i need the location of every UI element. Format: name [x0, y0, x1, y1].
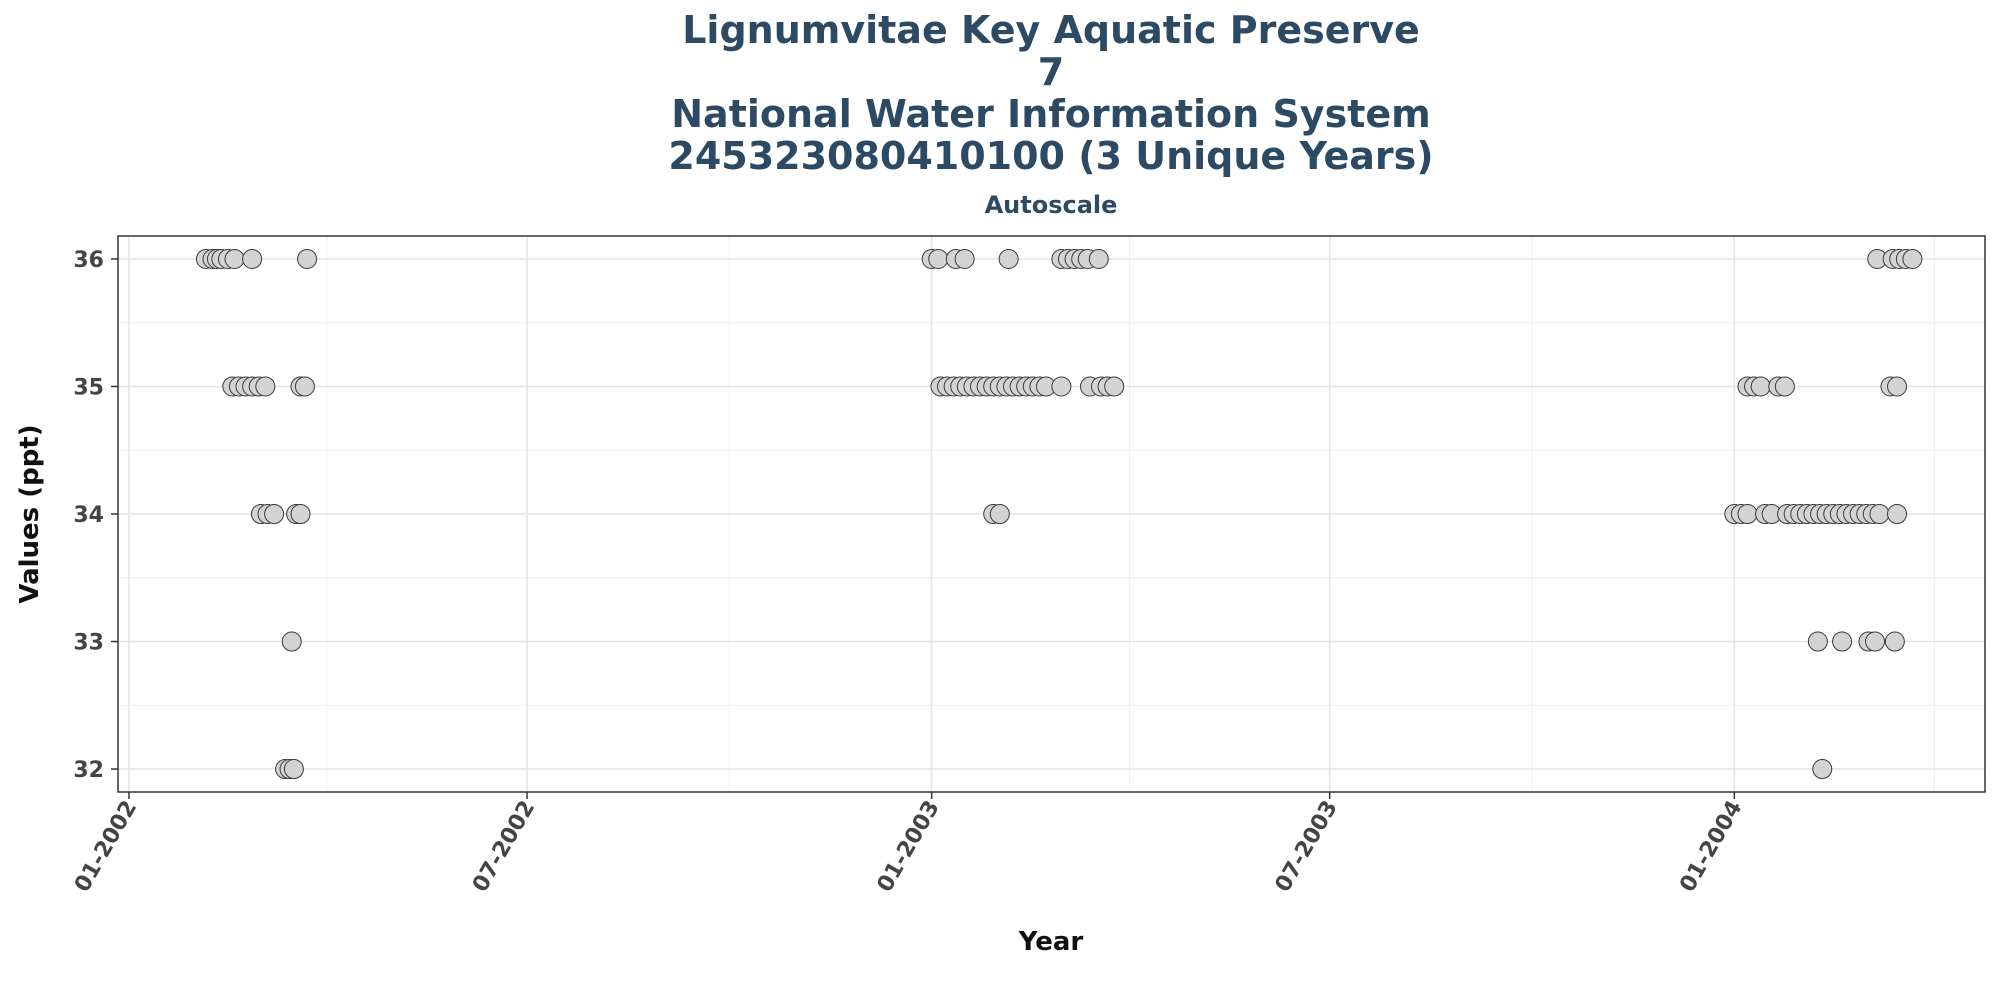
data-point	[928, 248, 949, 269]
data-point	[255, 376, 276, 397]
data-point	[1088, 248, 1109, 269]
data-point	[1807, 631, 1828, 652]
data-point	[1750, 376, 1771, 397]
data-point	[1869, 504, 1890, 524]
y-tick-label: 36	[73, 248, 104, 273]
data-point	[242, 248, 263, 269]
data-point	[283, 759, 304, 780]
data-point	[1812, 759, 1833, 780]
y-tick-label: 32	[73, 758, 104, 783]
data-point	[224, 248, 245, 269]
data-point	[1887, 504, 1908, 524]
data-point	[1865, 631, 1886, 652]
x-axis-title: Year	[1018, 927, 1084, 957]
y-tick-label: 35	[73, 375, 104, 400]
y-axis-ticks: 32 33 34 35 36	[73, 248, 118, 783]
title-line-4: 245323080410100 (3 Unique Years)	[668, 134, 1433, 178]
chart-subtitle: Autoscale	[985, 191, 1118, 219]
data-point	[297, 248, 318, 269]
data-points	[195, 248, 1923, 780]
grid	[118, 236, 1985, 792]
x-tick-label: 01-2004	[1675, 797, 1747, 897]
data-point	[264, 504, 285, 524]
y-tick-label: 34	[73, 503, 104, 528]
data-point	[1887, 376, 1908, 397]
x-axis-ticks: 01-2002 07-2002 01-2003 07-2003 01-2004	[70, 792, 1748, 897]
data-point	[1832, 631, 1853, 652]
chart-title: Lignumvitae Key Aquatic Preserve 7 Natio…	[668, 8, 1433, 178]
data-point	[281, 631, 302, 652]
data-point	[989, 504, 1010, 524]
data-point	[1884, 631, 1905, 652]
title-line-1: Lignumvitae Key Aquatic Preserve	[682, 8, 1420, 52]
x-tick-label: 07-2003	[1271, 797, 1343, 897]
data-point	[1902, 248, 1923, 269]
x-tick-label: 01-2003	[873, 797, 945, 897]
data-point	[290, 504, 311, 524]
data-point	[998, 248, 1019, 269]
title-line-3: National Water Information System	[671, 92, 1430, 136]
data-point	[1774, 376, 1795, 397]
y-axis-title: Values (ppt)	[15, 424, 45, 603]
data-point	[1104, 376, 1125, 397]
x-tick-label: 07-2002	[468, 797, 540, 897]
data-point	[1051, 376, 1072, 397]
y-tick-label: 33	[73, 631, 104, 656]
data-point	[954, 248, 975, 269]
title-line-2: 7	[1038, 50, 1064, 94]
x-tick-label: 01-2002	[70, 797, 142, 897]
data-point	[1737, 504, 1758, 524]
data-point	[294, 376, 315, 397]
